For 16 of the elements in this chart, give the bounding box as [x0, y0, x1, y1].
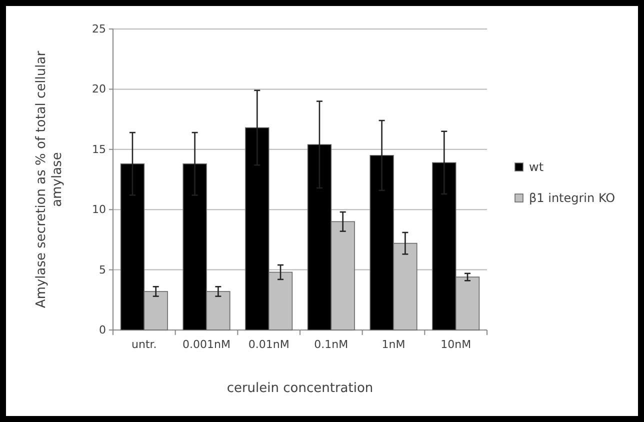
- legend-label: β1 integrin KO: [529, 191, 616, 205]
- y-tick-label: 20: [92, 82, 106, 96]
- y-tick-label: 10: [92, 203, 106, 216]
- y-tick-label: 0: [99, 324, 106, 337]
- x-tick-label: 0.001nM: [182, 338, 230, 351]
- x-tick-label: 1nM: [382, 338, 406, 351]
- x-tick-label: 0.1nM: [314, 338, 348, 351]
- x-axis-title: cerulein concentration: [226, 381, 374, 396]
- y-axis-title: Amylase secretion as % of total cellular amylase: [34, 50, 65, 308]
- legend-label: wt: [529, 160, 544, 174]
- x-tick-label: 0.01nM: [248, 338, 290, 351]
- y-tick-label: 5: [99, 263, 106, 276]
- y-tick-label: 25: [92, 22, 106, 36]
- y-tick-label: 15: [92, 142, 106, 156]
- x-tick-label: 10nM: [440, 338, 472, 351]
- x-tick-label: untr.: [132, 338, 157, 351]
